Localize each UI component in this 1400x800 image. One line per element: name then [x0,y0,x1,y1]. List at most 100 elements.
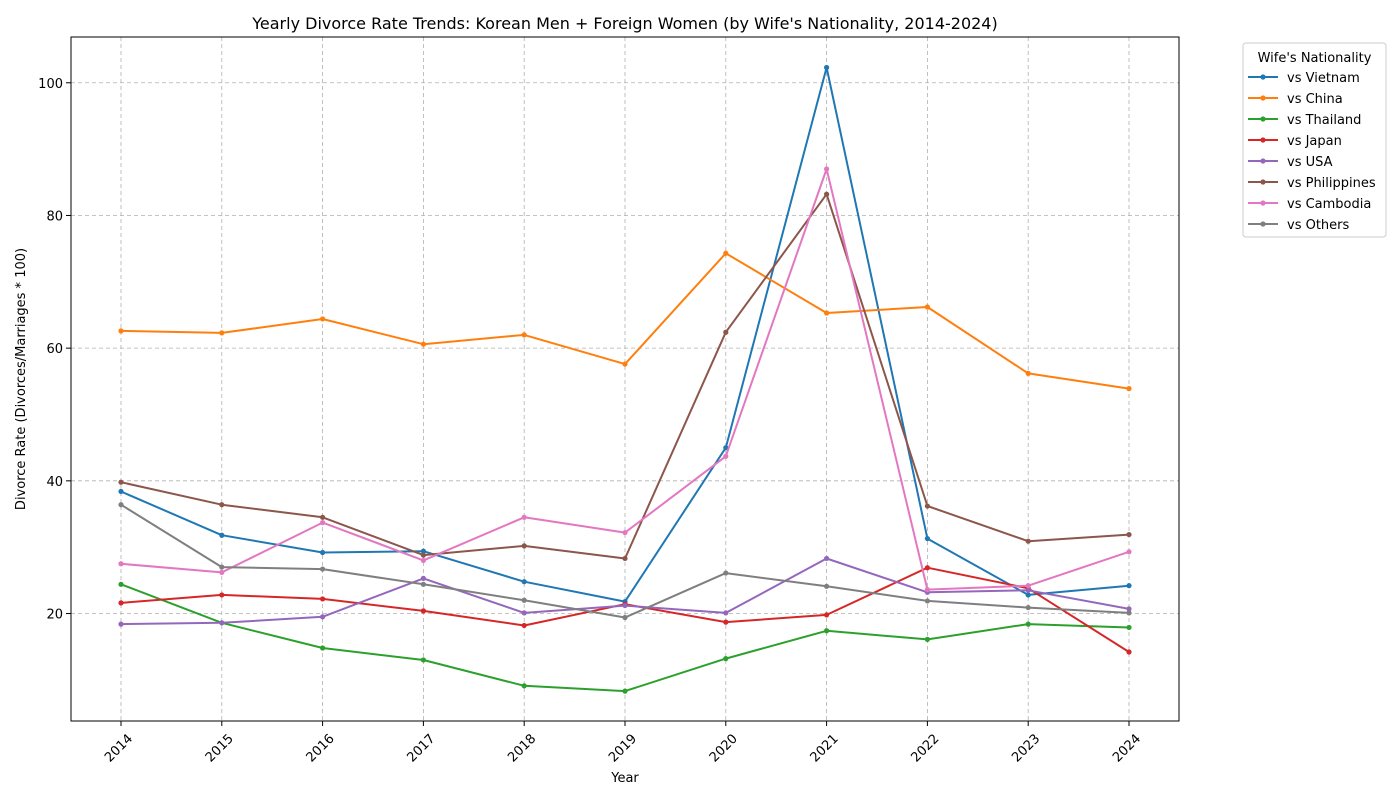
series-vs-philippines [118,191,1132,562]
data-point [219,569,225,575]
data-point [824,555,830,562]
data-point [924,535,931,542]
legend-marker [1260,158,1266,164]
series-vs-others [118,502,1132,621]
x-tick-label: 2016 [304,731,338,765]
data-point [521,332,527,338]
data-point [824,166,830,172]
y-tick-label: 20 [46,608,63,623]
data-point [118,479,124,485]
data-point [118,621,124,627]
x-axis-label: Year [610,771,639,786]
data-point [824,583,830,589]
data-point [320,520,326,526]
data-point [1025,587,1031,593]
y-tick-label: 100 [38,77,63,92]
y-axis-label: Divorce Rate (Divorces/Marriages * 100) [14,248,29,510]
legend-marker [1260,200,1266,206]
data-point [118,600,124,606]
x-axis: 2014 2015 2016 2017 2018 2019 2020 2021 2022 2023… [102,721,1144,765]
data-point [924,636,931,642]
data-point [1025,538,1031,544]
data-point [420,557,426,564]
legend-box [1242,42,1387,238]
data-point [521,597,527,603]
legend-title: Wife's Nationality [1258,51,1372,66]
legend-label: vs Cambodia [1287,197,1371,212]
data-point [118,488,124,495]
data-point [622,529,628,536]
data-point [824,628,830,634]
data-point [723,656,729,662]
data-point [521,610,527,616]
legend-item: vs USA [1248,155,1333,170]
data-point [1025,621,1031,627]
data-point [622,555,628,562]
data-point [219,330,225,336]
y-axis: 20 40 60 80 100 [38,77,71,623]
series-vs-china [118,250,1132,392]
data-point [420,548,426,554]
data-point [924,598,931,604]
data-point [1126,386,1132,392]
y-tick-label: 80 [46,209,63,224]
legend-item: vs China [1248,92,1343,107]
data-point [521,622,527,629]
data-point [219,502,225,508]
legend-marker [1260,137,1266,143]
x-tick-label: 2014 [102,731,136,765]
legend-marker [1260,179,1266,185]
x-tick-label: 2017 [404,731,438,765]
data-point [1126,610,1132,616]
x-tick-label: 2021 [808,731,842,765]
x-tick-label: 2019 [606,731,640,765]
legend-label: vs Others [1287,218,1350,233]
data-point [1126,531,1132,538]
data-point [420,575,426,581]
data-point [723,453,729,459]
data-point [521,683,527,689]
data-point [420,552,426,558]
data-point [1126,549,1132,555]
data-point [320,614,326,620]
data-point [320,566,326,572]
data-point [219,620,225,626]
x-tick-label: 2018 [505,731,539,765]
series-vs-cambodia [118,166,1132,593]
data-point [320,316,326,322]
data-point [924,565,931,571]
data-point [118,581,124,587]
data-point [723,445,729,451]
series-group [118,64,1132,694]
grid-lines [71,37,1179,721]
data-point [1126,583,1132,589]
legend-item: vs Others [1248,218,1350,233]
data-point [924,587,931,593]
data-point [824,191,830,197]
data-point [1025,604,1031,611]
data-point [219,564,225,570]
chart-title: Yearly Divorce Rate Trends: Korean Men +… [251,14,997,33]
x-tick-label: 2015 [203,731,237,765]
data-point [420,581,426,587]
data-point [420,341,426,347]
data-point [420,608,426,614]
data-point [521,514,527,520]
data-point [924,503,931,509]
data-point [1126,624,1132,631]
data-point [118,502,124,508]
data-point [219,532,225,538]
legend-label: vs USA [1287,155,1333,170]
data-point [622,361,628,367]
legend-item: vs Japan [1248,134,1342,149]
legend-label: vs Thailand [1287,113,1361,128]
y-tick-label: 40 [46,475,63,490]
data-point [219,592,225,598]
legend-label: vs China [1287,92,1343,107]
data-point [118,561,124,567]
series-line-vs-cambodia [120,168,1130,591]
data-point [924,304,931,310]
x-tick-label: 2024 [1110,731,1144,765]
data-point [1025,583,1031,589]
